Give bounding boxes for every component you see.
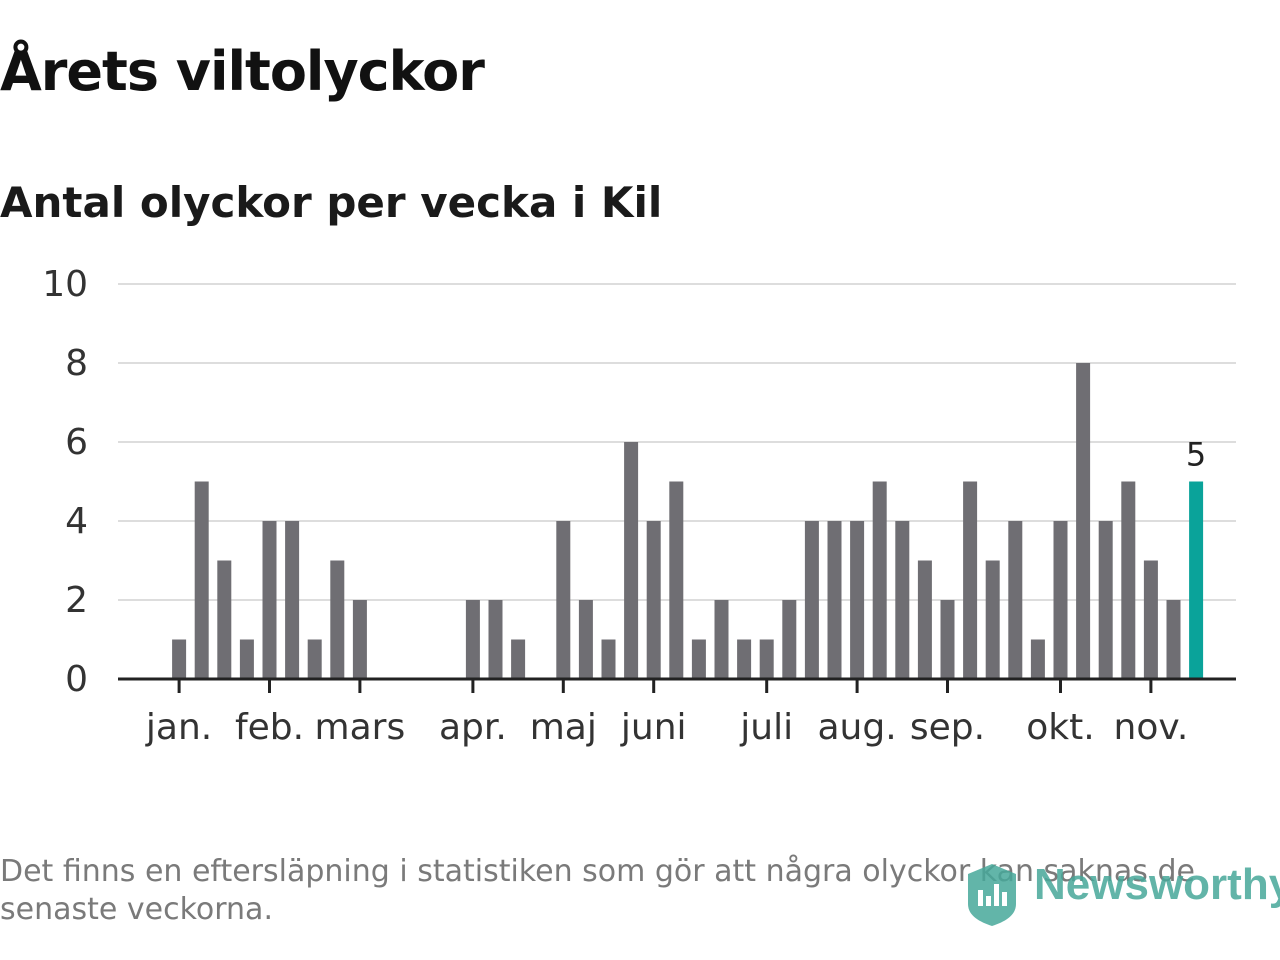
bar bbox=[646, 521, 661, 679]
bar bbox=[1030, 639, 1045, 679]
x-tick-label: aug. bbox=[818, 707, 897, 748]
x-tick-label: juli bbox=[739, 707, 793, 748]
bar bbox=[307, 639, 322, 679]
y-tick-label: 2 bbox=[65, 580, 88, 621]
y-tick-label: 6 bbox=[65, 422, 88, 463]
x-tick-label: feb. bbox=[235, 707, 304, 748]
data-label: 5 bbox=[1186, 436, 1206, 474]
x-tick-label: maj bbox=[530, 707, 597, 748]
bar bbox=[556, 521, 571, 679]
bar bbox=[963, 481, 978, 679]
bar bbox=[669, 481, 684, 679]
bar bbox=[714, 600, 729, 679]
newsworthy-logo: Newsworthy bbox=[964, 860, 1280, 930]
bar bbox=[917, 560, 932, 679]
x-tick-label: mars bbox=[315, 707, 406, 748]
x-tick-label: jan. bbox=[145, 707, 212, 748]
bar bbox=[465, 600, 480, 679]
bar-chart: 0 2 4 6 8 10 5 jan. feb. mars apr. maj juni juli aug. s… bbox=[42, 264, 1236, 748]
bar bbox=[285, 521, 300, 679]
bar bbox=[940, 600, 955, 679]
bar bbox=[985, 560, 1000, 679]
bar bbox=[262, 521, 277, 679]
y-tick-label: 10 bbox=[42, 264, 88, 305]
bar bbox=[172, 639, 187, 679]
x-tick-label: juni bbox=[620, 707, 687, 748]
bar bbox=[239, 639, 254, 679]
bar bbox=[1143, 560, 1158, 679]
bar bbox=[217, 560, 232, 679]
bar bbox=[850, 521, 865, 679]
x-tick-label: apr. bbox=[439, 707, 507, 748]
bar bbox=[1053, 521, 1068, 679]
y-tick-label: 8 bbox=[65, 343, 88, 384]
bar bbox=[1166, 600, 1181, 679]
bar bbox=[488, 600, 503, 679]
bar bbox=[352, 600, 367, 679]
bar bbox=[1098, 521, 1113, 679]
bar bbox=[804, 521, 819, 679]
bar bbox=[782, 600, 797, 679]
x-tick-label: sep. bbox=[910, 707, 985, 748]
bar-highlight bbox=[1189, 481, 1204, 679]
bar bbox=[1121, 481, 1136, 679]
chart-title: Årets viltolyckor bbox=[0, 40, 485, 103]
bar bbox=[1008, 521, 1023, 679]
bar bbox=[895, 521, 910, 679]
bar bbox=[759, 639, 774, 679]
newsworthy-logo-icon bbox=[968, 864, 1016, 926]
bar bbox=[624, 442, 639, 679]
bar bbox=[601, 639, 616, 679]
bar bbox=[511, 639, 526, 679]
bar bbox=[330, 560, 345, 679]
x-tick-label: nov. bbox=[1114, 707, 1189, 748]
chart-subtitle: Antal olyckor per vecka i Kil bbox=[0, 178, 663, 227]
bar bbox=[1076, 363, 1091, 679]
bar bbox=[872, 481, 887, 679]
bar bbox=[194, 481, 209, 679]
y-tick-label: 0 bbox=[65, 659, 88, 700]
bar bbox=[691, 639, 706, 679]
y-tick-label: 4 bbox=[65, 501, 88, 542]
x-tick-label: okt. bbox=[1026, 707, 1094, 748]
bar bbox=[737, 639, 752, 679]
newsworthy-logo-text: Newsworthy bbox=[1034, 860, 1280, 909]
bar bbox=[578, 600, 593, 679]
bar bbox=[827, 521, 842, 679]
